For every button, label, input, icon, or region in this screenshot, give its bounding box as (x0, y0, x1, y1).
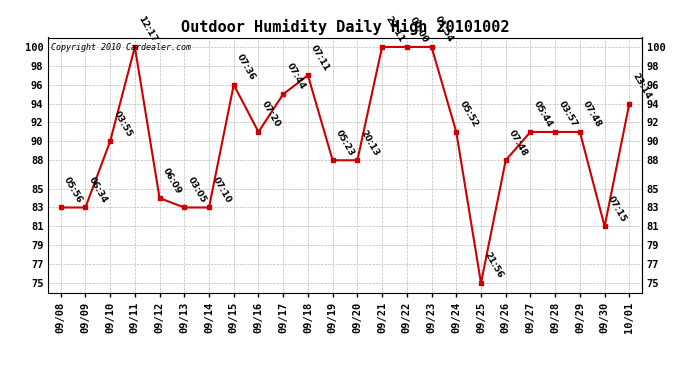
Text: 00:00: 00:00 (408, 15, 430, 44)
Text: 07:11: 07:11 (309, 43, 331, 72)
Text: 01:54: 01:54 (433, 15, 455, 44)
Text: 05:56: 05:56 (62, 176, 84, 205)
Text: 07:44: 07:44 (284, 62, 307, 92)
Text: 05:23: 05:23 (334, 128, 356, 158)
Text: 21:56: 21:56 (482, 251, 504, 280)
Text: 23:14: 23:14 (631, 71, 653, 101)
Text: 07:36: 07:36 (235, 53, 257, 82)
Text: 12:17: 12:17 (136, 15, 159, 44)
Text: 07:15: 07:15 (606, 194, 628, 224)
Text: 03:57: 03:57 (557, 100, 579, 129)
Text: 20:13: 20:13 (359, 128, 381, 158)
Text: 03:55: 03:55 (112, 110, 134, 139)
Text: 06:34: 06:34 (87, 176, 109, 205)
Text: 06:09: 06:09 (161, 166, 183, 195)
Text: 07:20: 07:20 (260, 100, 282, 129)
Text: 22:11: 22:11 (384, 15, 406, 44)
Text: 03:05: 03:05 (186, 176, 208, 205)
Text: Copyright 2010 Cardealer.com: Copyright 2010 Cardealer.com (51, 43, 191, 52)
Text: 07:10: 07:10 (210, 176, 233, 205)
Text: 05:44: 05:44 (532, 100, 554, 129)
Title: Outdoor Humidity Daily High 20101002: Outdoor Humidity Daily High 20101002 (181, 19, 509, 35)
Text: 07:48: 07:48 (581, 100, 604, 129)
Text: 05:52: 05:52 (457, 100, 480, 129)
Text: 07:48: 07:48 (507, 128, 529, 158)
